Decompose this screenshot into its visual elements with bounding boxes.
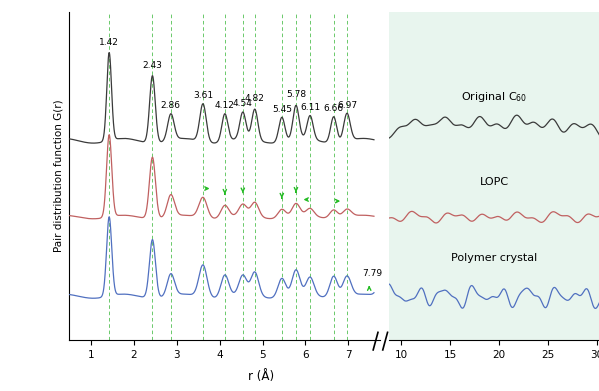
Text: 6.97: 6.97 <box>337 101 357 110</box>
Text: Polymer crystal: Polymer crystal <box>451 253 537 263</box>
Text: 4.54: 4.54 <box>233 99 253 108</box>
Text: 7.79: 7.79 <box>362 269 382 278</box>
Text: 5.45: 5.45 <box>272 105 292 114</box>
Text: 6.11: 6.11 <box>300 103 320 112</box>
Text: 5.78: 5.78 <box>286 90 306 99</box>
Text: LOPC: LOPC <box>480 177 509 187</box>
Text: 3.61: 3.61 <box>193 91 213 100</box>
Y-axis label: Pair distribution function G(r): Pair distribution function G(r) <box>53 100 63 252</box>
Text: 4.82: 4.82 <box>245 94 265 103</box>
Text: 6.66: 6.66 <box>323 104 344 113</box>
Text: r (Å): r (Å) <box>249 370 274 383</box>
Text: 2.86: 2.86 <box>161 101 181 110</box>
Text: 4.12: 4.12 <box>215 101 235 110</box>
Text: 1.42: 1.42 <box>99 38 119 47</box>
Text: 2.43: 2.43 <box>143 61 162 70</box>
Text: Original C$_{60}$: Original C$_{60}$ <box>461 90 527 104</box>
